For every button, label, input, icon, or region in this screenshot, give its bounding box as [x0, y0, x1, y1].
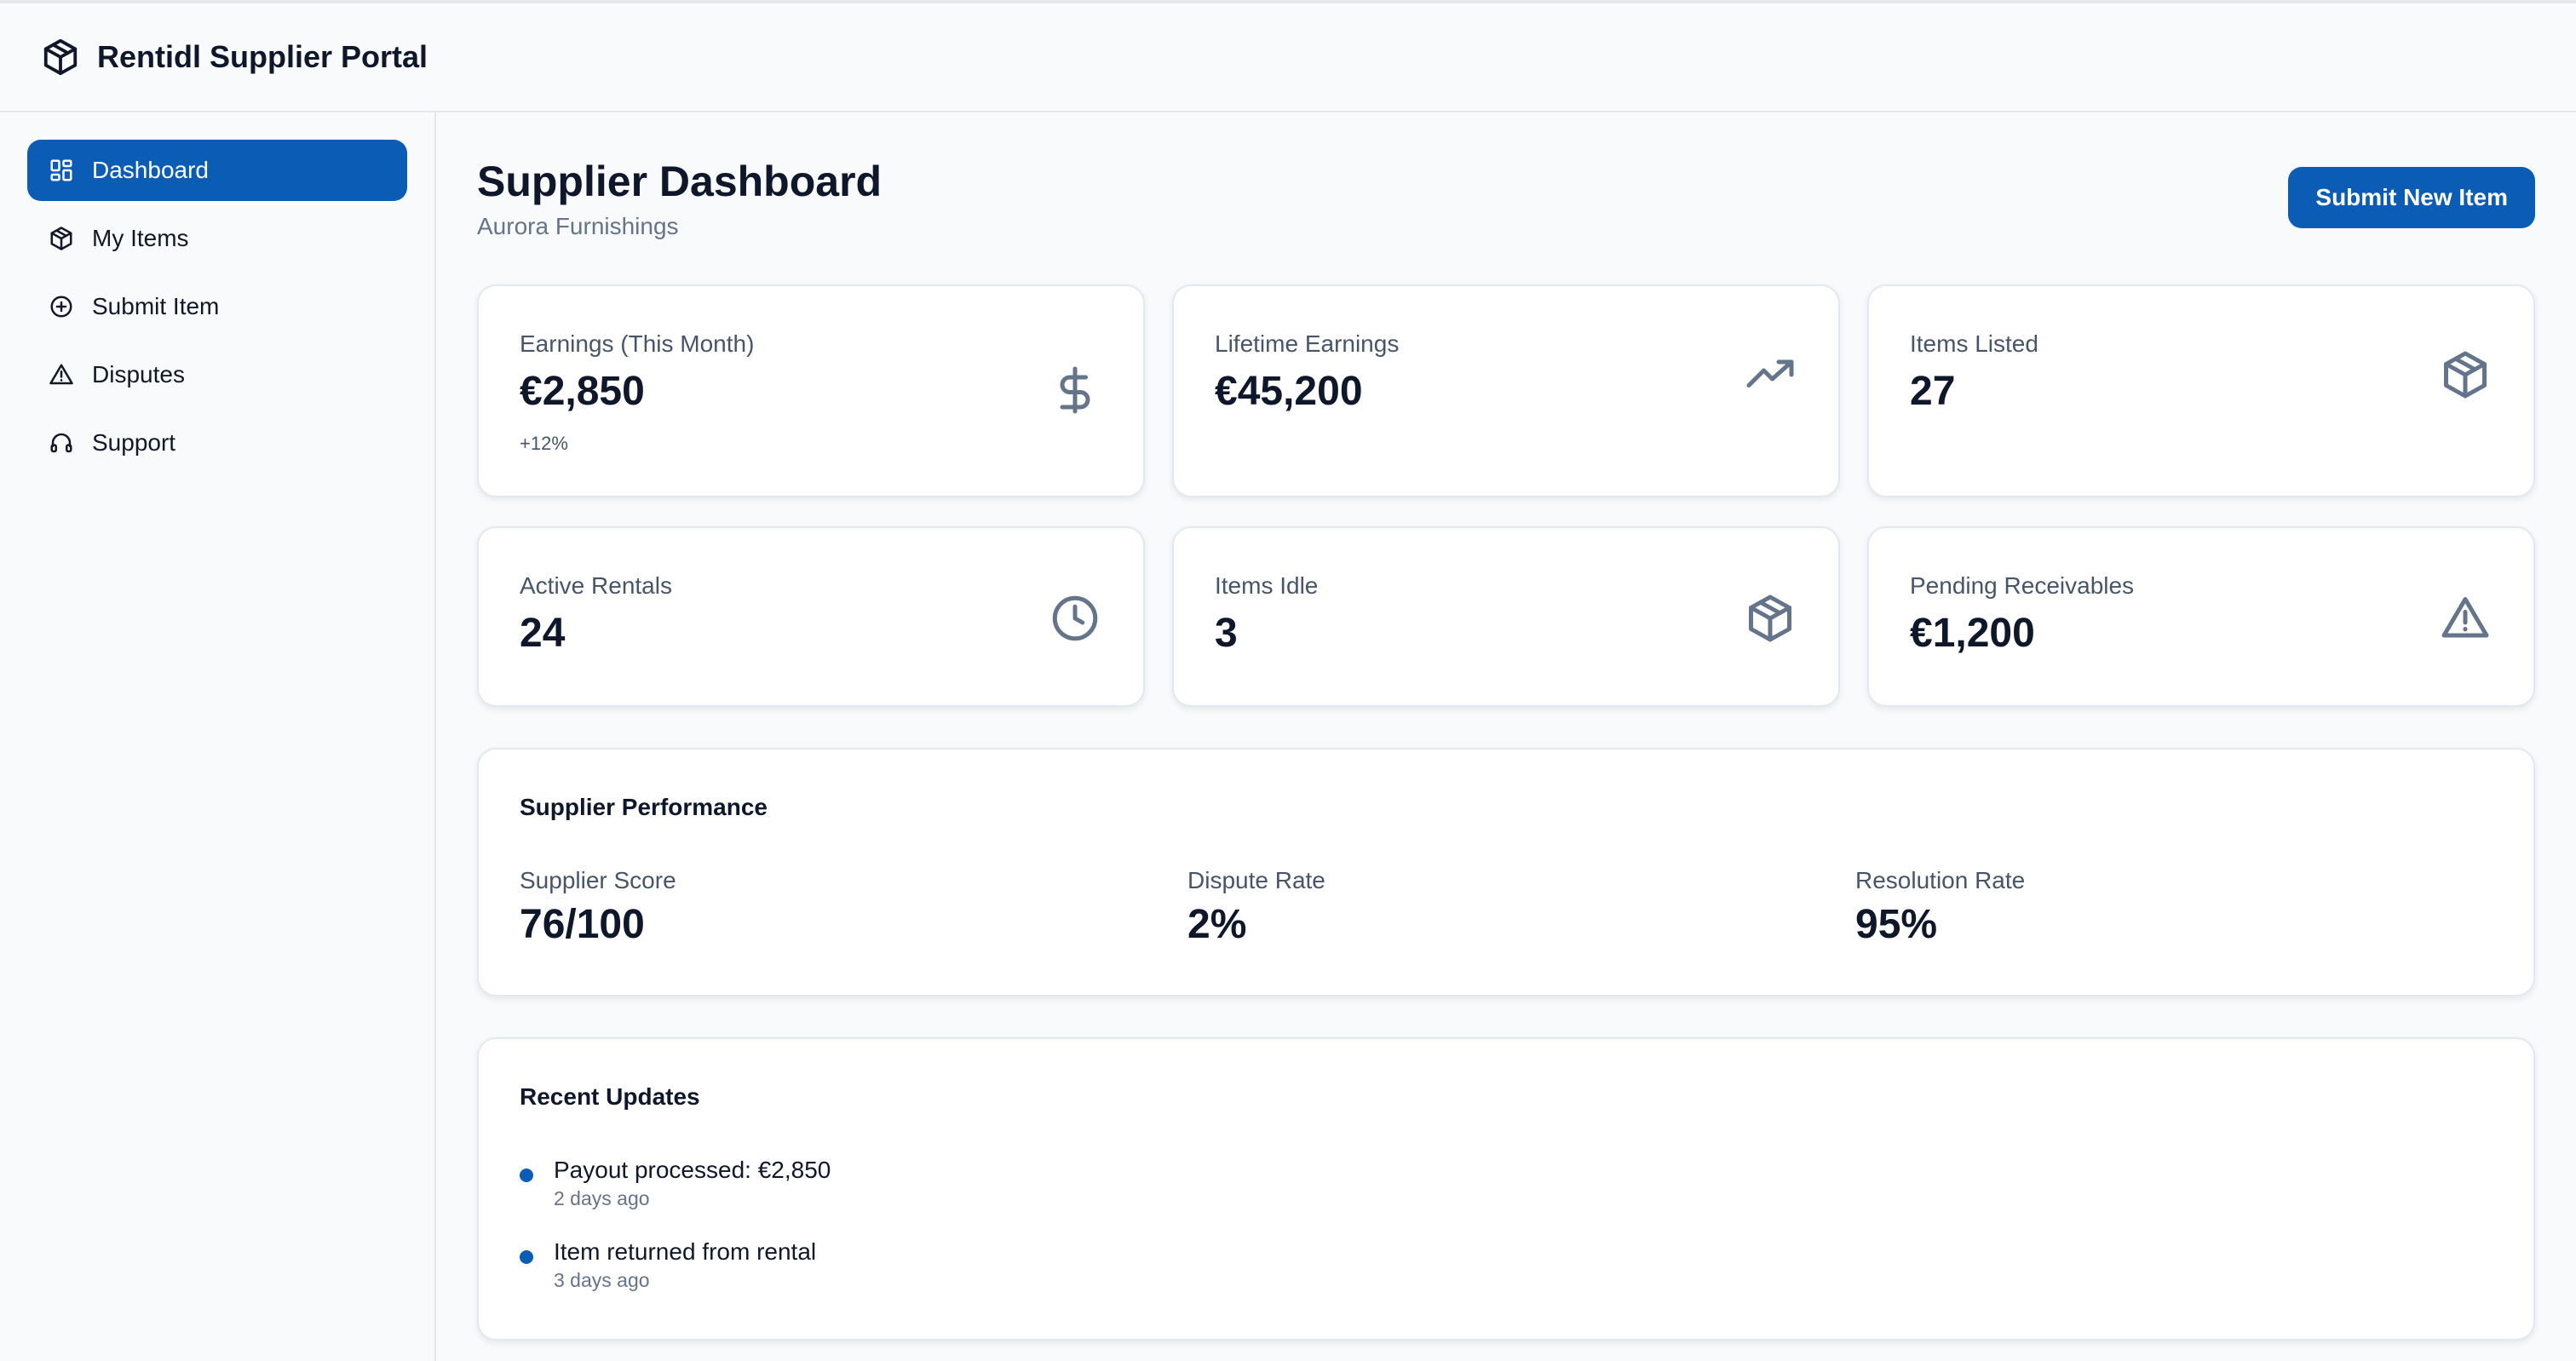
stat-label: Items Listed	[1910, 330, 2038, 357]
headphones-icon	[48, 429, 75, 457]
metric-resolution-rate: Resolution Rate 95%	[1855, 867, 2025, 948]
stat-delta: +12%	[520, 433, 568, 454]
sidebar-item-my-items[interactable]: My Items	[27, 208, 407, 269]
stat-label: Lifetime Earnings	[1215, 330, 1400, 357]
list-item: Payout processed: €2,850 2 days ago	[520, 1157, 831, 1210]
update-time: 2 days ago	[554, 1187, 650, 1209]
sidebar: Dashboard My Items Submit Item	[0, 112, 436, 1361]
stat-value: 27	[1910, 369, 1956, 414]
main-content: Supplier Dashboard Aurora Furnishings Su…	[477, 112, 2535, 1341]
sidebar-item-disputes[interactable]: Disputes	[27, 344, 407, 405]
plus-circle-icon	[48, 293, 75, 320]
alert-triangle-icon	[2438, 591, 2493, 646]
stat-value: 3	[1215, 611, 1238, 656]
metric-dispute-rate: Dispute Rate 2%	[1187, 867, 1325, 948]
stat-label: Earnings (This Month)	[520, 330, 755, 357]
dollar-icon	[1048, 363, 1102, 417]
stat-value: €45,200	[1215, 369, 1363, 414]
stat-card-pending-receivables: Pending Receivables €1,200	[1867, 526, 2535, 707]
metric-value: 2%	[1187, 902, 1247, 947]
stat-label: Active Rentals	[520, 572, 672, 599]
box-icon	[48, 225, 75, 252]
stat-card-items-idle: Items Idle 3	[1172, 526, 1840, 707]
metric-label: Dispute Rate	[1187, 867, 1325, 893]
stat-card-active-rentals: Active Rentals 24	[477, 526, 1145, 707]
sidebar-item-dashboard[interactable]: Dashboard	[27, 140, 407, 201]
update-title: Item returned from rental	[554, 1238, 817, 1265]
stat-value: €2,850	[520, 369, 645, 414]
stat-value: 24	[520, 611, 566, 656]
update-title: Payout processed: €2,850	[554, 1157, 831, 1183]
stat-card-lifetime-earnings: Lifetime Earnings €45,200	[1172, 284, 1840, 497]
stat-card-items-listed: Items Listed 27	[1867, 284, 2535, 497]
alert-triangle-icon	[48, 361, 75, 388]
sidebar-item-label: Disputes	[92, 361, 185, 388]
supplier-performance-card: Supplier Performance Supplier Score 76/1…	[477, 748, 2535, 996]
sidebar-item-submit-item[interactable]: Submit Item	[27, 276, 407, 337]
section-title: Recent Updates	[520, 1083, 700, 1110]
trending-up-icon	[1743, 347, 1797, 402]
box-icon	[1743, 591, 1797, 646]
dashboard-icon	[48, 157, 75, 184]
sidebar-item-support[interactable]: Support	[27, 412, 407, 474]
sidebar-item-label: Submit Item	[92, 293, 220, 319]
section-title: Supplier Performance	[520, 794, 768, 820]
stat-label: Pending Receivables	[1910, 572, 2135, 599]
sidebar-item-label: Support	[92, 429, 176, 456]
sidebar-item-label: My Items	[92, 225, 189, 251]
box-icon	[2438, 347, 2493, 402]
recent-updates-card: Recent Updates Payout processed: €2,850 …	[477, 1037, 2535, 1341]
top-bar: Rentidl Supplier Portal	[0, 0, 2576, 112]
submit-new-item-button[interactable]: Submit New Item	[2288, 167, 2535, 228]
stat-label: Items Idle	[1215, 572, 1319, 599]
bullet-dot	[520, 1169, 533, 1182]
page-subtitle: Aurora Furnishings	[477, 213, 679, 239]
page-header: Supplier Dashboard Aurora Furnishings Su…	[477, 112, 2535, 288]
stat-value: €1,200	[1910, 611, 2035, 656]
sidebar-item-label: Dashboard	[92, 157, 209, 183]
metric-value: 95%	[1855, 902, 1938, 947]
metric-label: Resolution Rate	[1855, 867, 2026, 893]
metric-value: 76/100	[520, 902, 645, 947]
stat-card-earnings-month: Earnings (This Month) €2,850 +12%	[477, 284, 1145, 497]
box-icon	[41, 37, 80, 77]
metric-supplier-score: Supplier Score 76/100	[520, 867, 676, 948]
metric-label: Supplier Score	[520, 867, 676, 893]
update-time: 3 days ago	[554, 1269, 650, 1291]
bullet-dot	[520, 1250, 533, 1264]
list-item: Item returned from rental 3 days ago	[520, 1238, 816, 1292]
page-title: Supplier Dashboard	[477, 158, 883, 205]
app-title: Rentidl Supplier Portal	[97, 39, 428, 74]
clock-icon	[1048, 591, 1102, 646]
